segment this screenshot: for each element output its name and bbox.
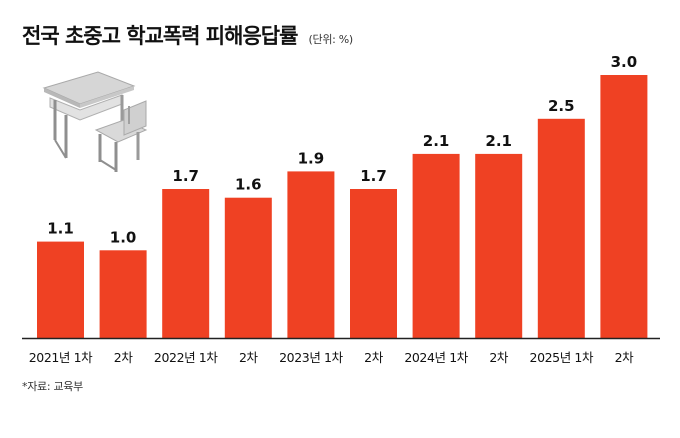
bar-7: [475, 153, 523, 338]
value-label-7: 2.1: [485, 132, 512, 150]
bar-4: [287, 171, 335, 338]
value-label-1: 1.0: [110, 228, 137, 246]
value-label-8: 2.5: [548, 97, 575, 115]
value-label-0: 1.1: [47, 220, 74, 238]
bar-1: [99, 250, 147, 338]
chart-title: 전국 초중고 학교폭력 피해응답률: [22, 24, 298, 48]
category-label-3: 2차: [239, 350, 259, 365]
category-label-7: 2차: [489, 350, 509, 365]
source-note: *자료: 교육부: [22, 380, 83, 393]
value-labels-group: 1.1 1.0 1.7 1.6 1.9 1.7 2.1 2.1 2.5 3.0: [47, 53, 637, 246]
value-label-9: 3.0: [611, 53, 638, 71]
category-label-0: 2021년 1차: [29, 350, 93, 365]
value-label-2: 1.7: [172, 167, 199, 185]
unit-label: (단위: %): [308, 33, 354, 46]
category-label-5: 2차: [364, 350, 384, 365]
chart-header: 전국 초중고 학교폭력 피해응답률 (단위: %): [22, 20, 353, 50]
value-label-6: 2.1: [423, 132, 450, 150]
bar-8: [537, 118, 585, 338]
category-label-9: 2차: [615, 350, 635, 365]
bars-group: [37, 75, 648, 338]
bar-9: [600, 75, 648, 338]
category-label-8: 2025년 1차: [530, 350, 594, 365]
category-label-2: 2022년 1차: [154, 350, 218, 365]
bar-0: [37, 241, 84, 338]
category-label-1: 2차: [114, 350, 134, 365]
bar-3: [224, 197, 272, 338]
bar-2: [162, 189, 210, 338]
category-labels-group: 2021년 1차 2차 2022년 1차 2차 2023년 1차 2차 2024년 1차 2차…: [29, 350, 635, 365]
bar-6: [412, 153, 460, 338]
value-label-5: 1.7: [360, 167, 387, 185]
category-label-6: 2024년 1차: [404, 350, 468, 365]
bar-5: [350, 189, 397, 338]
category-label-4: 2023년 1차: [279, 350, 343, 365]
desk-chair-illustration: [42, 71, 148, 172]
value-label-3: 1.6: [235, 176, 262, 194]
value-label-4: 1.9: [298, 149, 325, 167]
